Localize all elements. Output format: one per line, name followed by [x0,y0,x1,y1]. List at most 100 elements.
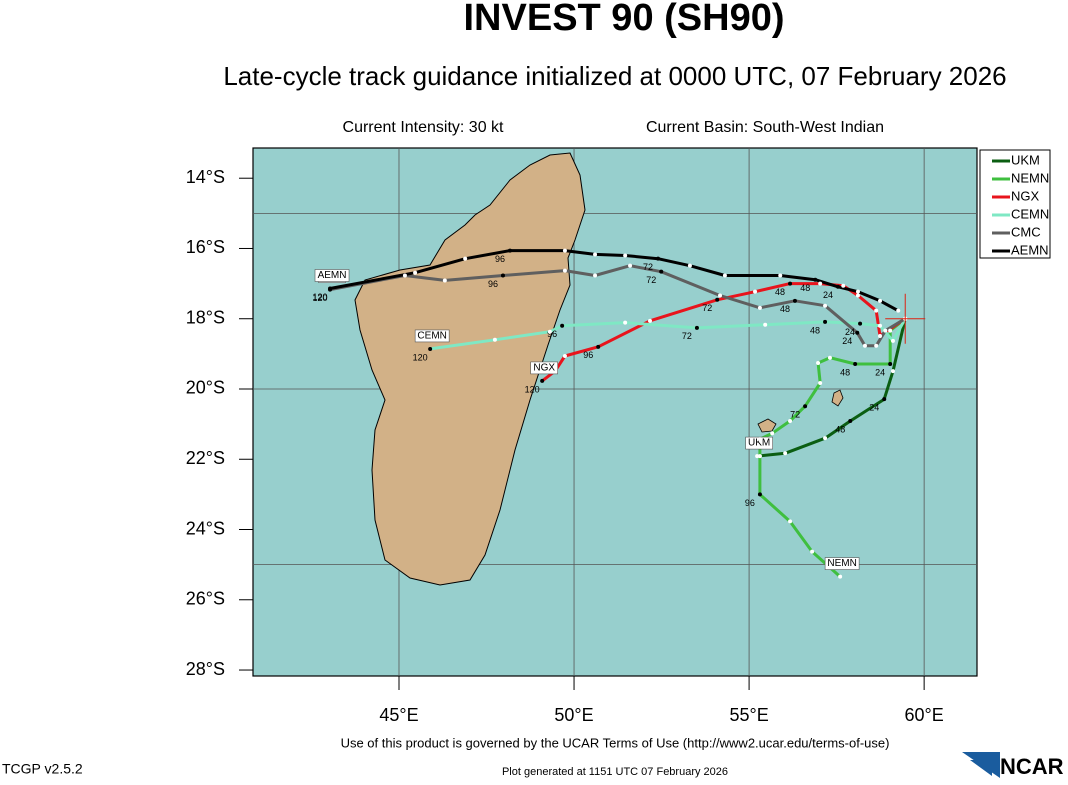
hour-label: 120 [525,384,540,394]
hour-label: 96 [488,279,498,289]
track-point [562,353,567,358]
track-point [788,418,793,423]
y-tick-label: 14°S [186,167,225,187]
track-point [687,263,692,268]
end-label-box [530,361,558,375]
y-tick-label: 26°S [186,589,225,609]
track [541,282,907,383]
hour-label: 48 [780,304,790,314]
track-point [888,362,893,367]
track-point [792,298,797,303]
track-point [623,320,628,325]
track-point [763,322,768,327]
track-point [823,436,828,441]
track-point [757,454,762,459]
hour-label: 72 [702,303,712,313]
track-point [722,273,727,278]
track-point [888,328,893,333]
track-point [810,549,815,554]
hour-label: 48 [775,287,785,297]
track-point [818,381,823,386]
x-tick-label: 60°E [905,705,944,725]
hour-label: 24 [869,403,879,413]
track-point [718,293,723,298]
track-point [659,269,664,274]
track-point [813,277,818,282]
hour-label: 24 [842,336,852,346]
track-point [788,281,793,286]
hour-label: 96 [583,350,593,360]
chart-subtitle: Late-cycle track guidance initialized at… [223,61,1006,91]
track-point [883,328,888,333]
legend-label: NEMN [1011,170,1049,185]
current-position [885,293,926,344]
hour-label: 48 [840,367,850,377]
track-point [560,323,565,328]
track-point [853,362,858,367]
track-point [755,454,760,459]
track-point [562,268,567,273]
track-point [500,273,505,278]
track-point [593,252,598,257]
track-point [890,369,895,374]
y-tick-label: 18°S [186,307,225,327]
legend-label: AEMN [1011,242,1049,257]
track-point [562,248,567,253]
track-point [507,248,512,253]
track-point [788,519,793,524]
hour-label: 48 [810,325,820,335]
hour-label: 72 [790,410,800,420]
end-label-box [414,329,450,343]
legend-label: NGX [1011,188,1040,203]
legend-label: CEMN [1011,206,1049,221]
end-label: UKM [748,438,770,449]
track-point [874,308,879,313]
y-tick-label: 24°S [186,518,225,538]
map-frame [252,147,978,677]
hour-label: 24 [875,367,885,377]
track-point [757,437,762,442]
hour-label: 96 [495,254,505,264]
end-label-box [745,436,773,450]
legend-label: UKM [1011,152,1040,167]
track-point [463,256,468,261]
track-point [848,418,853,423]
track-point [803,404,808,409]
track-point [838,574,843,579]
y-tick-label: 16°S [186,237,225,257]
end-label: AEMN [318,270,347,281]
track-point [841,283,846,288]
track-point [628,263,633,268]
x-tick-label: 45°E [379,705,418,725]
hour-label: 48 [800,283,810,293]
end-label: CEMN [417,331,446,342]
track-point [896,308,901,313]
y-tick-label: 22°S [186,448,225,468]
track-point [623,253,628,258]
x-tick-label: 55°E [729,705,768,725]
track-point [328,286,333,291]
track-point [770,431,775,436]
track-point [878,333,883,338]
track [429,317,907,351]
track-point [757,492,762,497]
track-point [827,355,832,360]
hour-label: 72 [682,331,692,341]
hour-label: 72 [646,275,656,285]
track-point [855,289,860,294]
track-point [715,297,720,302]
end-label: NEMN [827,558,856,569]
terms: Use of this product is governed by the U… [341,735,890,750]
tracks: 24 48 UKM 24 48 72 96 NEMN 48 72 96 120 NGX 24 48 72 96 1… [313,248,908,579]
track-point [855,293,860,298]
logo: NCAR [1000,754,1064,779]
hour-label: 24 [823,290,833,300]
madagascar [354,152,586,586]
track-point [783,451,788,456]
track-point [836,284,841,289]
track-point [882,397,887,402]
version: TCGP v2.5.2 [2,761,83,777]
track-point [596,344,601,349]
